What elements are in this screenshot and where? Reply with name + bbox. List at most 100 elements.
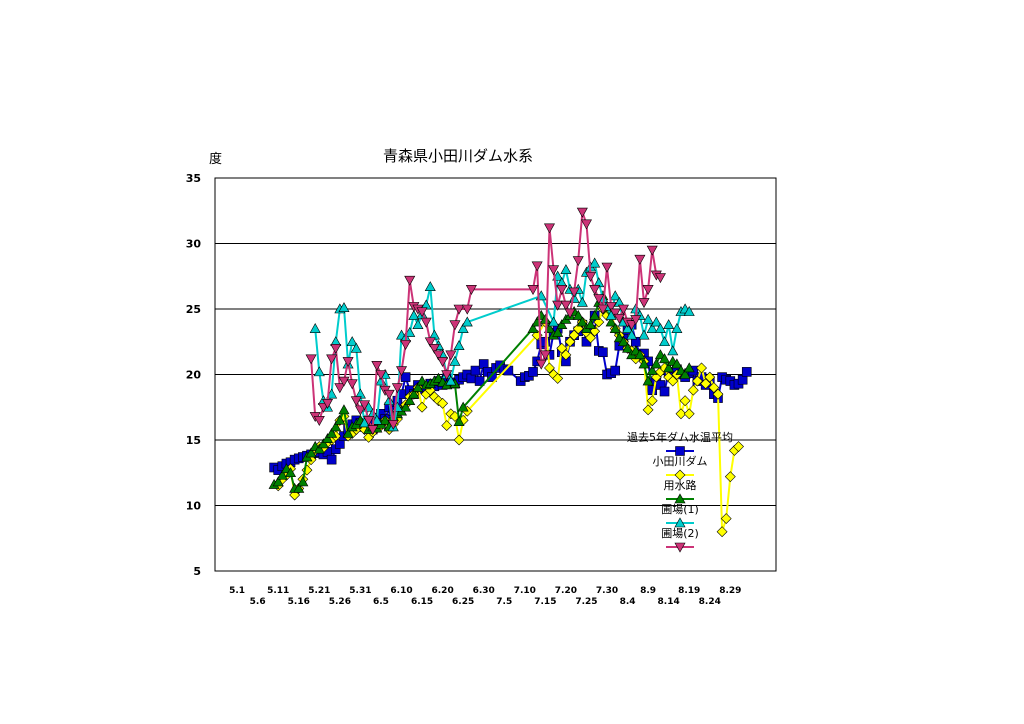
x-tick-label: 6.15 (411, 597, 433, 607)
data-point (556, 342, 568, 354)
data-point (646, 245, 658, 256)
data-point (576, 296, 588, 307)
data-point (679, 368, 691, 379)
data-point (560, 264, 572, 275)
data-point (564, 308, 576, 319)
x-tick-label: 6.25 (452, 597, 474, 607)
data-point (622, 323, 634, 333)
data-point (326, 427, 338, 438)
data-point (305, 447, 317, 458)
data-point (285, 467, 297, 478)
data-point (552, 373, 564, 384)
data-point (338, 302, 350, 312)
data-point (326, 354, 338, 365)
data-point (293, 482, 305, 493)
data-point (704, 371, 716, 383)
data-point (638, 358, 650, 369)
data-point (613, 313, 625, 324)
data-point (654, 273, 666, 284)
data-point (568, 287, 580, 298)
data-point (449, 355, 461, 366)
x-tick-label: 5.6 (250, 597, 266, 607)
data-point (650, 316, 662, 327)
x-tick-label: 5.31 (349, 586, 371, 596)
data-point (675, 408, 687, 420)
x-tick-label: 5.1 (229, 586, 245, 596)
data-point (432, 350, 445, 361)
legend-swatch-marker (674, 469, 686, 481)
x-tick-label: 6.10 (390, 586, 412, 596)
x-tick-label: 8.9 (640, 586, 656, 596)
data-point (663, 362, 675, 373)
data-point (548, 265, 560, 276)
data-point (412, 381, 424, 392)
legend-label: 小田川ダム (653, 454, 708, 468)
data-point (539, 350, 551, 361)
x-tick-label: 8.29 (719, 586, 741, 596)
x-tick-label: 5.16 (288, 597, 310, 607)
y-tick-label: 30 (186, 238, 202, 251)
data-point (400, 340, 412, 350)
data-point (416, 401, 428, 413)
data-point (330, 343, 342, 354)
data-point (453, 434, 465, 446)
data-point (322, 433, 334, 443)
data-point (363, 416, 375, 426)
data-point (371, 361, 383, 371)
data-point (609, 308, 621, 319)
data-point (334, 383, 346, 394)
data-point (387, 419, 399, 430)
data-point (313, 443, 325, 454)
data-point (659, 336, 671, 347)
data-point (659, 386, 670, 397)
data-point (609, 290, 621, 301)
plot-area (214, 177, 777, 572)
data-point (560, 300, 572, 311)
x-tick-label: 7.5 (496, 597, 512, 607)
data-point (408, 388, 420, 399)
data-point (733, 441, 744, 452)
data-point (585, 271, 597, 282)
data-point (420, 317, 432, 328)
data-point (605, 302, 617, 312)
data-point (441, 420, 453, 432)
data-point (589, 309, 601, 320)
y-tick-label: 15 (186, 434, 201, 447)
data-point (716, 526, 728, 538)
data-point (317, 438, 329, 449)
data-point (617, 304, 629, 315)
data-point (309, 323, 321, 333)
data-point (650, 358, 662, 369)
data-point (527, 323, 539, 333)
data-point (474, 376, 485, 386)
legend-swatch-marker (674, 493, 686, 504)
data-point (453, 416, 465, 426)
data-point (528, 367, 538, 377)
data-point (572, 256, 584, 267)
data-point (638, 298, 650, 309)
chart-title: 青森県小田川ダム水系 (383, 147, 533, 165)
legend-swatch-marker (674, 517, 686, 528)
data-point (683, 306, 695, 316)
data-point (371, 414, 383, 425)
x-tick-label: 5.11 (267, 586, 289, 596)
data-point (400, 401, 412, 412)
data-point (297, 476, 309, 487)
data-point (400, 372, 411, 382)
x-tick-label: 6.20 (432, 586, 454, 596)
data-point (576, 207, 588, 218)
data-point (543, 223, 555, 234)
data-point (465, 285, 477, 295)
data-point (654, 323, 666, 333)
data-point (449, 320, 461, 331)
data-point (642, 404, 654, 416)
legend-swatch-marker (674, 542, 686, 553)
data-point (622, 342, 634, 353)
data-point (272, 476, 284, 487)
data-point (642, 285, 654, 295)
data-point (642, 313, 654, 324)
data-point (424, 337, 436, 348)
data-point (720, 513, 732, 525)
data-point (535, 359, 547, 370)
